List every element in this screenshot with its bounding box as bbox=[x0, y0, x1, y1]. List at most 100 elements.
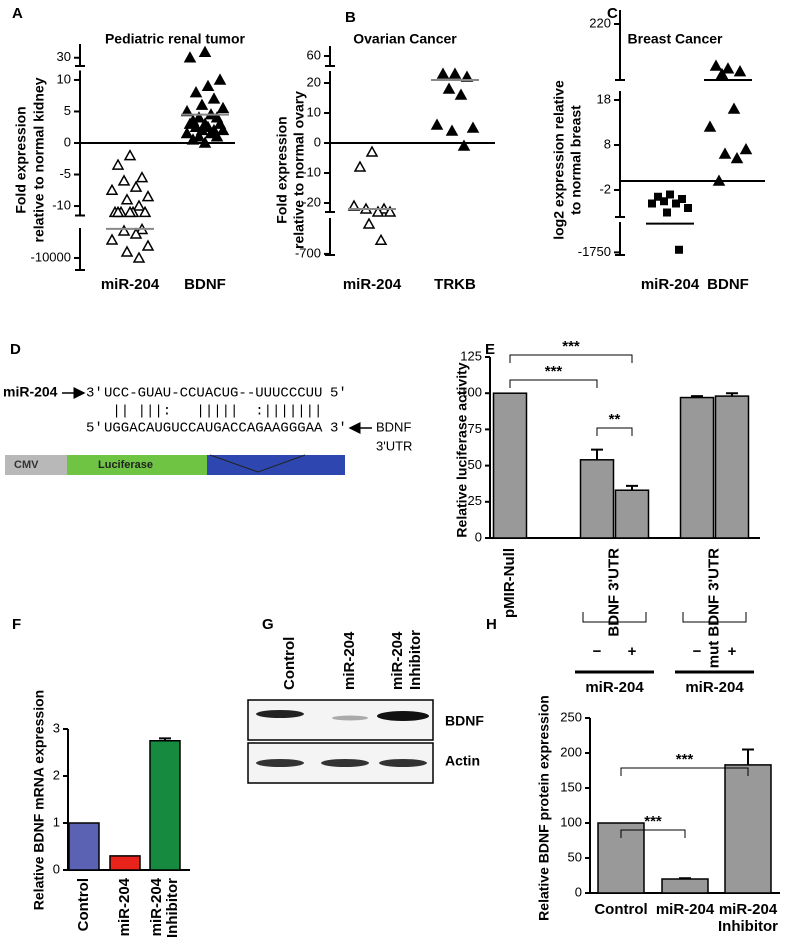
bar bbox=[724, 764, 772, 894]
band bbox=[321, 759, 369, 767]
y-axis-label: Fold expression bbox=[13, 106, 29, 213]
point bbox=[718, 147, 732, 159]
y-axis-label: log2 expression relative bbox=[551, 80, 567, 240]
y-tick-label: 8 bbox=[604, 136, 611, 151]
y-tick-label: 250 bbox=[560, 709, 582, 724]
point bbox=[135, 171, 149, 183]
x-tick-label: Inhibitor bbox=[164, 878, 181, 938]
x-tick-label: + bbox=[628, 643, 637, 660]
point bbox=[138, 205, 152, 218]
point bbox=[192, 111, 206, 123]
x-tick-label: BDNF bbox=[184, 276, 226, 293]
point bbox=[675, 245, 683, 254]
vector-label: Luciferase bbox=[98, 459, 153, 471]
error-bar bbox=[742, 748, 754, 765]
y-tick-label: 10 bbox=[57, 71, 71, 86]
y-axis-label: Fold expression bbox=[274, 116, 290, 223]
bar bbox=[614, 489, 650, 539]
point bbox=[207, 92, 221, 104]
y-tick-label: -5 bbox=[59, 166, 71, 181]
point bbox=[213, 73, 227, 85]
error-bar bbox=[691, 395, 703, 398]
bar bbox=[579, 459, 615, 539]
lane-label: miR-204 bbox=[341, 631, 358, 690]
point bbox=[183, 51, 197, 63]
point bbox=[454, 88, 468, 100]
point bbox=[709, 59, 723, 71]
mirna-sequence: UCC-GUAU-CCUACUG--UUUCCCUU bbox=[104, 386, 322, 402]
x-tick-label: miR-204 bbox=[641, 276, 700, 293]
significance-label: *** bbox=[676, 751, 694, 768]
y-tick-label: 0 bbox=[314, 134, 321, 149]
point bbox=[198, 136, 212, 148]
panel-letter: D bbox=[10, 341, 21, 358]
x-tick-label: miR-204 bbox=[101, 276, 160, 293]
mirna-name: miR-204 bbox=[3, 384, 58, 400]
chart-title: Breast Cancer bbox=[628, 31, 723, 47]
point bbox=[727, 102, 741, 114]
y-tick-label: 1 bbox=[53, 814, 60, 829]
significance-bracket bbox=[509, 379, 598, 388]
y-tick-label: 50 bbox=[468, 457, 482, 472]
band bbox=[379, 759, 427, 767]
lane-label: Inhibitor bbox=[407, 630, 424, 690]
point bbox=[117, 174, 131, 186]
y-axis-label: Relative luciferase activity bbox=[454, 362, 470, 537]
target-sequence: UGGACAUGUCCAUGACCAGAAGGGAA bbox=[104, 421, 323, 437]
point bbox=[430, 118, 444, 130]
error-bar bbox=[726, 392, 738, 397]
y-tick-label: 75 bbox=[468, 421, 482, 436]
point bbox=[466, 121, 480, 133]
target-name: BDNF bbox=[376, 419, 411, 434]
point bbox=[213, 117, 227, 129]
significance-label: *** bbox=[545, 363, 563, 380]
bar bbox=[68, 822, 100, 871]
target-end: 5' bbox=[86, 421, 103, 437]
point bbox=[703, 120, 717, 132]
point bbox=[448, 67, 462, 79]
significance-label: *** bbox=[644, 813, 662, 830]
point bbox=[198, 117, 212, 129]
x-tick-label: BDNF bbox=[707, 276, 749, 293]
point bbox=[201, 79, 215, 92]
point bbox=[192, 130, 206, 142]
y-tick-label: 125 bbox=[460, 348, 482, 363]
point bbox=[663, 208, 671, 217]
point bbox=[216, 101, 230, 114]
y-tick-label: 20 bbox=[307, 74, 321, 89]
point bbox=[105, 233, 119, 245]
point bbox=[353, 160, 367, 172]
point bbox=[141, 190, 155, 202]
point bbox=[374, 233, 388, 246]
point bbox=[445, 124, 459, 136]
panel-letter: A bbox=[12, 5, 23, 22]
significance-label: *** bbox=[562, 338, 580, 355]
panel-letter: F bbox=[12, 616, 21, 633]
panel-letter: G bbox=[262, 616, 274, 633]
point bbox=[120, 193, 134, 205]
y-axis-label: relative to normal kidney bbox=[31, 77, 47, 242]
group-treatment: miR-204 bbox=[685, 679, 744, 696]
y-tick-label: 30 bbox=[57, 49, 71, 64]
point bbox=[111, 205, 125, 218]
error-bar bbox=[679, 877, 691, 880]
point bbox=[442, 82, 456, 94]
point bbox=[666, 190, 674, 199]
point bbox=[180, 126, 194, 139]
y-tick-label: 25 bbox=[468, 493, 482, 508]
x-tick-label: pMIR-Null bbox=[501, 548, 518, 618]
point bbox=[684, 204, 692, 212]
significance-label: ** bbox=[609, 411, 621, 428]
point bbox=[733, 65, 747, 77]
point bbox=[715, 67, 729, 80]
x-tick-label: Inhibitor bbox=[718, 918, 778, 935]
point bbox=[129, 227, 143, 239]
point bbox=[648, 199, 656, 208]
bar bbox=[109, 855, 141, 871]
point bbox=[712, 174, 726, 186]
band bbox=[256, 759, 304, 767]
panel-letter: B bbox=[345, 9, 356, 26]
point bbox=[141, 239, 155, 251]
pairing: || |||: ||||| :||||||| bbox=[104, 404, 322, 420]
point bbox=[129, 180, 143, 192]
